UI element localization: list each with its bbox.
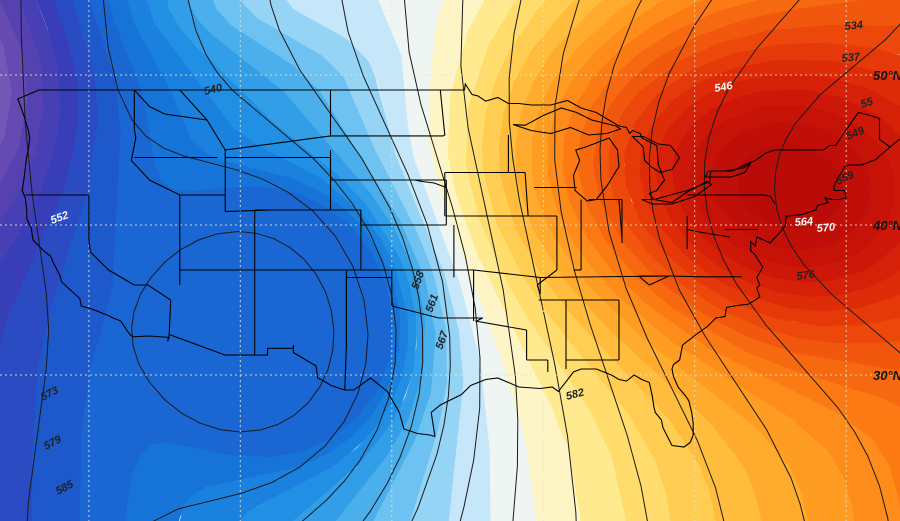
svg-text:537: 537 (841, 51, 861, 65)
svg-text:40°N: 40°N (872, 218, 900, 233)
svg-text:534: 534 (844, 19, 864, 33)
svg-text:564: 564 (794, 215, 813, 229)
svg-text:50°N: 50°N (873, 68, 900, 83)
svg-text:570: 570 (816, 221, 836, 235)
svg-text:30°N: 30°N (873, 368, 900, 383)
